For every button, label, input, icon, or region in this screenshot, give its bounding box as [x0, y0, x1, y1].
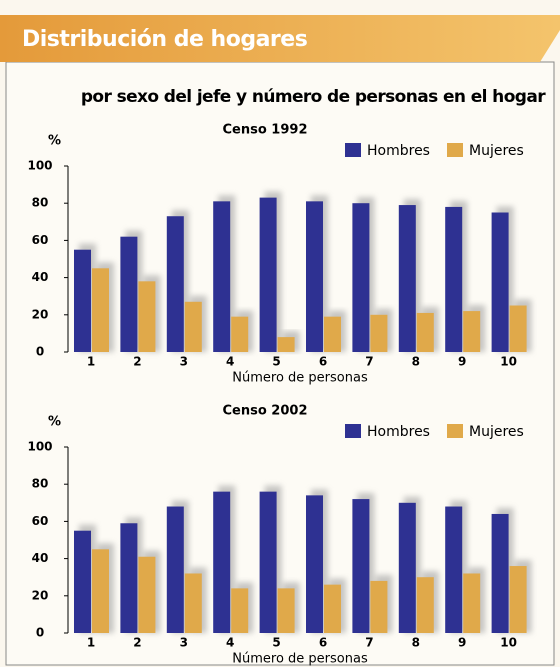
bar: [445, 506, 463, 633]
legend-swatch: [447, 143, 463, 157]
bar: [509, 305, 527, 352]
y-tick-label: 60: [32, 514, 49, 528]
x-tick-label: 5: [272, 636, 280, 650]
bar: [213, 491, 231, 633]
x-tick-label: 6: [319, 636, 327, 650]
x-tick-label: 5: [272, 355, 280, 369]
y-tick-label: 100: [27, 159, 52, 173]
legend-swatch: [345, 143, 361, 157]
bar: [231, 316, 249, 352]
y-tick-label: 20: [32, 588, 49, 602]
bar: [120, 236, 138, 352]
x-tick-label: 3: [180, 636, 188, 650]
bar: [370, 314, 388, 352]
x-tick-label: 9: [458, 355, 466, 369]
bar: [398, 205, 416, 352]
bar: [463, 573, 481, 633]
x-tick-label: 4: [226, 355, 234, 369]
x-axis-label: Número de personas: [232, 371, 368, 386]
x-tick-label: 3: [180, 355, 188, 369]
bar: [306, 495, 323, 633]
bar: [231, 588, 249, 633]
bar: [352, 203, 370, 352]
y-axis-label: %: [48, 415, 61, 430]
x-tick-label: 7: [365, 355, 373, 369]
bar: [306, 201, 323, 352]
bar: [324, 316, 341, 352]
x-tick-label: 2: [133, 636, 141, 650]
bar: [277, 337, 295, 352]
bar: [166, 216, 184, 352]
bar: [416, 312, 434, 352]
y-tick-label: 40: [32, 551, 49, 565]
bar: [398, 502, 416, 633]
bar: [74, 249, 91, 352]
header-title: Distribución de hogares: [22, 27, 308, 52]
y-tick-label: 100: [27, 440, 52, 454]
bar: [138, 556, 156, 633]
y-tick-label: 0: [36, 626, 44, 640]
bar: [352, 499, 370, 633]
y-tick-label: 40: [32, 270, 49, 284]
bar: [166, 506, 184, 633]
legend-label: Mujeres: [469, 424, 524, 440]
legend-swatch: [345, 424, 361, 438]
bar: [463, 311, 481, 352]
legend-label: Mujeres: [469, 143, 524, 159]
bar: [184, 573, 202, 633]
header-bar: [0, 15, 560, 62]
x-tick-label: 8: [412, 636, 420, 650]
bar: [324, 584, 341, 633]
x-tick-label: 7: [365, 636, 373, 650]
bar: [370, 580, 388, 633]
x-tick-label: 4: [226, 636, 234, 650]
bar: [92, 268, 109, 352]
x-tick-label: 9: [458, 636, 466, 650]
legend-label: Hombres: [367, 424, 430, 440]
bar: [491, 212, 509, 352]
bar: [259, 197, 277, 352]
y-tick-label: 20: [32, 307, 49, 321]
y-tick-label: 80: [32, 196, 49, 210]
bar: [74, 530, 91, 633]
x-tick-label: 10: [500, 636, 517, 650]
bar: [416, 577, 434, 633]
y-tick-label: 0: [36, 345, 44, 359]
bar: [92, 549, 109, 633]
bar: [184, 301, 202, 352]
bar: [445, 206, 463, 352]
y-tick-label: 80: [32, 477, 49, 491]
bar: [491, 513, 509, 633]
legend-label: Hombres: [367, 143, 430, 159]
bar: [277, 588, 295, 633]
subtitle: por sexo del jefe y número de personas e…: [81, 87, 546, 107]
bar: [138, 281, 156, 352]
chart-title: Censo 1992: [223, 123, 308, 138]
bar: [509, 566, 527, 633]
bar: [213, 201, 231, 352]
chart-title: Censo 2002: [223, 404, 308, 419]
x-tick-label: 6: [319, 355, 327, 369]
legend-swatch: [447, 424, 463, 438]
y-axis-label: %: [48, 134, 61, 149]
bar: [259, 491, 277, 633]
x-tick-label: 1: [87, 355, 95, 369]
x-tick-label: 10: [500, 355, 517, 369]
x-axis-label: Número de personas: [232, 652, 368, 667]
x-tick-label: 2: [133, 355, 141, 369]
x-tick-label: 8: [412, 355, 420, 369]
bar: [120, 523, 138, 633]
x-tick-label: 1: [87, 636, 95, 650]
y-tick-label: 60: [32, 233, 49, 247]
